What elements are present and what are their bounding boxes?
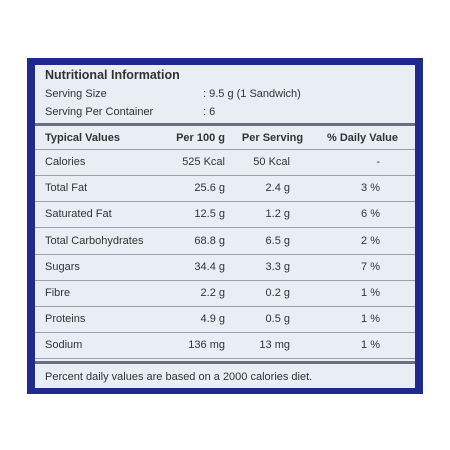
divider xyxy=(35,253,415,255)
divider xyxy=(35,306,415,307)
footer-note: Percent daily values are based on a 2000… xyxy=(45,370,313,383)
column-header: % Daily Value xyxy=(327,132,398,144)
title: Nutritional Information xyxy=(45,68,180,82)
cell-value: 0.5 g xyxy=(265,313,290,326)
cell-value: 136 mg xyxy=(188,339,225,352)
row-label: Calories xyxy=(45,156,86,168)
nutrition-panel: Nutritional Information Serving Size : 9.… xyxy=(35,65,415,388)
cell-value: 34.4 g xyxy=(194,260,225,273)
column-header: Per Serving xyxy=(241,132,304,144)
cell-value: 1 % xyxy=(361,287,380,299)
cell-value: - xyxy=(376,156,380,168)
cell-value: 1 % xyxy=(361,313,380,326)
row-label: Total Carbohydrates xyxy=(45,234,144,247)
divider xyxy=(35,149,415,150)
divider xyxy=(35,332,415,334)
cell-value: 1.2 g xyxy=(265,208,290,221)
cell-value: 525 Kcal xyxy=(182,156,225,168)
row-label: Saturated Fat xyxy=(45,208,112,221)
cell-value: 2.2 g xyxy=(200,287,225,299)
cell-value: 2 % xyxy=(361,234,380,247)
row-label: Proteins xyxy=(45,313,86,326)
divider xyxy=(35,201,415,203)
cell-value: 7 % xyxy=(361,260,380,273)
column-header: Per 100 g xyxy=(176,132,225,144)
cell-value: 50 Kcal xyxy=(253,156,290,168)
divider xyxy=(35,360,415,364)
cell-value: 6.5 g xyxy=(265,234,290,247)
serving-label: Serving Size xyxy=(45,88,107,100)
cell-value: 2.4 g xyxy=(265,182,290,195)
cell-value: 6 % xyxy=(361,208,380,221)
divider xyxy=(35,123,415,126)
serving-value: : 9.5 g (1 Sandwich) xyxy=(203,88,301,100)
cell-value: 68.8 g xyxy=(194,234,225,247)
cell-value: 12.5 g xyxy=(194,208,225,221)
serving-value: : 6 xyxy=(203,106,216,118)
cell-value: 4.9 g xyxy=(200,313,225,326)
row-label: Total Fat xyxy=(45,182,88,195)
divider xyxy=(35,175,415,176)
cell-value: 1 % xyxy=(361,339,380,352)
cell-value: 3.3 g xyxy=(265,260,290,273)
row-label: Sugars xyxy=(45,260,80,273)
divider xyxy=(35,227,415,229)
cell-value: 0.2 g xyxy=(265,287,290,299)
divider xyxy=(35,279,415,281)
cell-value: 13 mg xyxy=(259,339,290,352)
row-label: Sodium xyxy=(45,339,83,352)
cell-value: 25.6 g xyxy=(194,182,225,195)
cell-value: 3 % xyxy=(361,182,380,195)
divider xyxy=(35,358,415,360)
serving-label: Serving Per Container xyxy=(45,106,154,118)
column-header: Typical Values xyxy=(45,132,121,144)
row-label: Fibre xyxy=(45,287,71,299)
